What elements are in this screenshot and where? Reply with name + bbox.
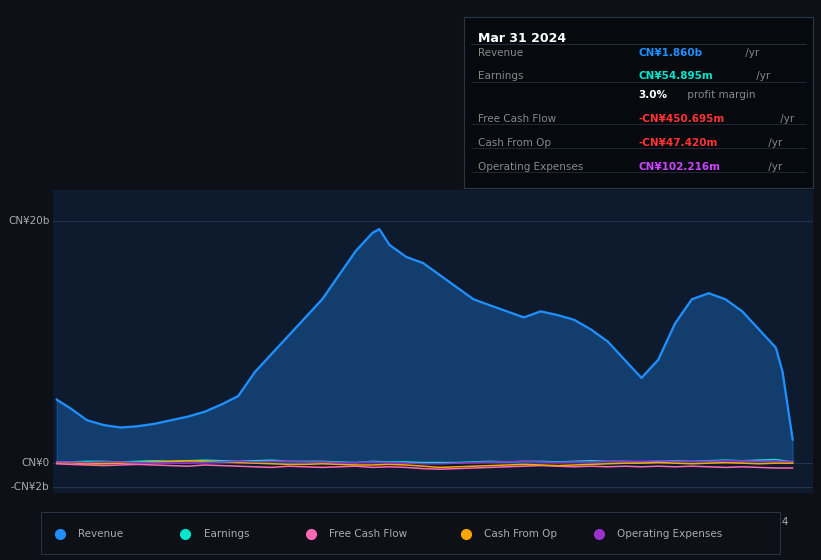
Text: Cash From Op: Cash From Op <box>478 138 551 148</box>
Text: Revenue: Revenue <box>478 48 523 58</box>
Text: CN¥54.895m: CN¥54.895m <box>639 72 713 81</box>
Text: Operating Expenses: Operating Expenses <box>617 529 722 539</box>
Text: /yr: /yr <box>765 138 782 148</box>
Text: 2024: 2024 <box>763 517 789 527</box>
Text: 2017: 2017 <box>292 517 319 527</box>
Text: 2022: 2022 <box>628 517 654 527</box>
Text: Operating Expenses: Operating Expenses <box>478 162 583 172</box>
Text: CN¥102.216m: CN¥102.216m <box>639 162 720 172</box>
Text: CN¥1.860b: CN¥1.860b <box>639 48 703 58</box>
Text: 2021: 2021 <box>561 517 587 527</box>
Text: Earnings: Earnings <box>478 72 523 81</box>
Text: /yr: /yr <box>754 72 771 81</box>
Text: 2023: 2023 <box>695 517 722 527</box>
Text: Cash From Op: Cash From Op <box>484 529 557 539</box>
Text: -CN¥450.695m: -CN¥450.695m <box>639 114 725 124</box>
Text: 2014: 2014 <box>90 517 117 527</box>
Text: 2020: 2020 <box>494 517 521 527</box>
Text: 2018: 2018 <box>360 517 386 527</box>
Text: 3.0%: 3.0% <box>639 90 667 100</box>
Text: /yr: /yr <box>765 162 782 172</box>
Text: 2016: 2016 <box>225 517 251 527</box>
Text: -CN¥47.420m: -CN¥47.420m <box>639 138 718 148</box>
Text: 2019: 2019 <box>427 517 453 527</box>
Text: Mar 31 2024: Mar 31 2024 <box>478 32 566 45</box>
Text: /yr: /yr <box>777 114 794 124</box>
Text: profit margin: profit margin <box>685 90 756 100</box>
Text: -CN¥2b: -CN¥2b <box>11 482 49 492</box>
Text: CN¥20b: CN¥20b <box>8 216 49 226</box>
Text: 2015: 2015 <box>158 517 184 527</box>
Text: Free Cash Flow: Free Cash Flow <box>478 114 556 124</box>
Text: Free Cash Flow: Free Cash Flow <box>329 529 407 539</box>
Text: Earnings: Earnings <box>204 529 249 539</box>
Text: /yr: /yr <box>742 48 759 58</box>
Text: CN¥0: CN¥0 <box>21 458 49 468</box>
Text: Revenue: Revenue <box>78 529 123 539</box>
